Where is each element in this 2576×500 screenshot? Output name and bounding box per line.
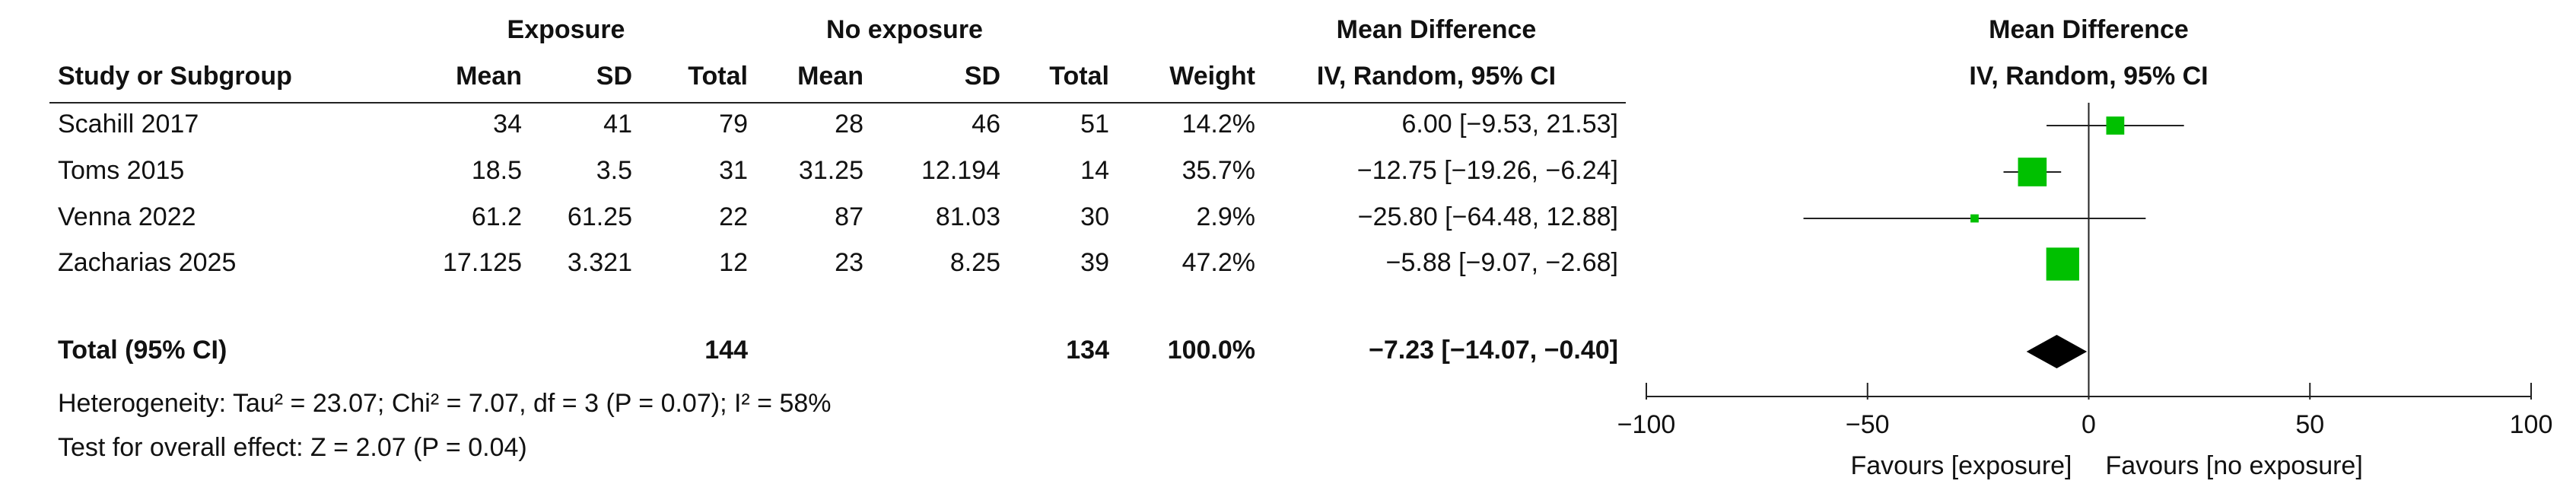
cell: 46 xyxy=(972,110,1000,139)
group-header: No exposure xyxy=(826,15,983,44)
cell: 39 xyxy=(1080,248,1109,277)
cell: 22 xyxy=(719,202,748,231)
column-header: Study or Subgroup xyxy=(58,62,292,91)
total-cell: 144 xyxy=(704,336,748,365)
x-tick-label: 50 xyxy=(2295,410,2324,439)
cell: Zacharias 2025 xyxy=(58,248,236,277)
cell: Toms 2015 xyxy=(58,156,184,185)
cell: 14 xyxy=(1080,156,1109,185)
column-header: SD xyxy=(965,62,1000,91)
note: Heterogeneity: Tau² = 23.07; Chi² = 7.07… xyxy=(58,389,832,418)
column-header: Total xyxy=(1049,62,1109,91)
cell: 41 xyxy=(603,110,632,139)
note: Test for overall effect: Z = 2.07 (P = 0… xyxy=(58,433,527,462)
cell: −25.80 [−64.48, 12.88] xyxy=(1358,202,1618,231)
total-cell: Total (95% CI) xyxy=(58,336,227,365)
cell: 51 xyxy=(1080,110,1109,139)
cell: 14.2% xyxy=(1182,110,1255,139)
total-diamond xyxy=(2026,335,2088,368)
cell: 2.9% xyxy=(1197,202,1256,231)
cell: 17.125 xyxy=(443,248,522,277)
effect-square xyxy=(2046,247,2079,281)
column-header: Total xyxy=(688,62,748,91)
column-header: SD xyxy=(596,62,632,91)
cell: 47.2% xyxy=(1182,248,1255,277)
effect-square xyxy=(1970,214,1979,223)
cell: 18.5 xyxy=(472,156,522,185)
cell: 61.25 xyxy=(568,202,632,231)
cell: 3.5 xyxy=(596,156,632,185)
cell: 30 xyxy=(1080,202,1109,231)
cell: 6.00 [−9.53, 21.53] xyxy=(1401,110,1618,139)
favours-left: Favours [exposure] xyxy=(1850,451,2072,480)
cell: −5.88 [−9.07, −2.68] xyxy=(1386,248,1618,277)
cell: 3.321 xyxy=(568,248,632,277)
cell: Venna 2022 xyxy=(58,202,196,231)
effect-square xyxy=(2106,116,2125,135)
total-cell: 100.0% xyxy=(1168,336,1255,365)
cell: 79 xyxy=(719,110,748,139)
cell: −12.75 [−19.26, −6.24] xyxy=(1357,156,1618,185)
cell: 12.194 xyxy=(921,156,1000,185)
total-cell: −7.23 [−14.07, −0.40] xyxy=(1369,336,1618,365)
group-header: Mean Difference xyxy=(1337,15,1537,44)
plot-subtitle: IV, Random, 95% CI xyxy=(1969,62,2208,91)
x-tick-label: 0 xyxy=(2081,410,2096,439)
cell: 87 xyxy=(835,202,863,231)
x-tick-label: 100 xyxy=(2510,410,2553,439)
x-tick-label: −100 xyxy=(1617,410,1676,439)
cell: 31.25 xyxy=(799,156,863,185)
total-cell: 134 xyxy=(1066,336,1109,365)
cell: 34 xyxy=(493,110,522,139)
group-header: Exposure xyxy=(507,15,625,44)
cell: 35.7% xyxy=(1182,156,1255,185)
cell: Scahill 2017 xyxy=(58,110,199,139)
column-header: Weight xyxy=(1169,62,1255,91)
cell: 31 xyxy=(719,156,748,185)
cell: 8.25 xyxy=(950,248,1000,277)
cell: 23 xyxy=(835,248,863,277)
plot-title: Mean Difference xyxy=(1989,15,2189,44)
cell: 28 xyxy=(835,110,863,139)
column-header: Mean xyxy=(456,62,522,91)
cell: 81.03 xyxy=(936,202,1000,231)
x-tick-label: −50 xyxy=(1846,410,1890,439)
favours-right: Favours [no exposure] xyxy=(2106,451,2363,480)
column-header: IV, Random, 95% CI xyxy=(1317,62,1556,91)
column-header: Mean xyxy=(797,62,863,91)
cell: 12 xyxy=(719,248,748,277)
cell: 61.2 xyxy=(472,202,522,231)
effect-square xyxy=(2018,158,2047,186)
